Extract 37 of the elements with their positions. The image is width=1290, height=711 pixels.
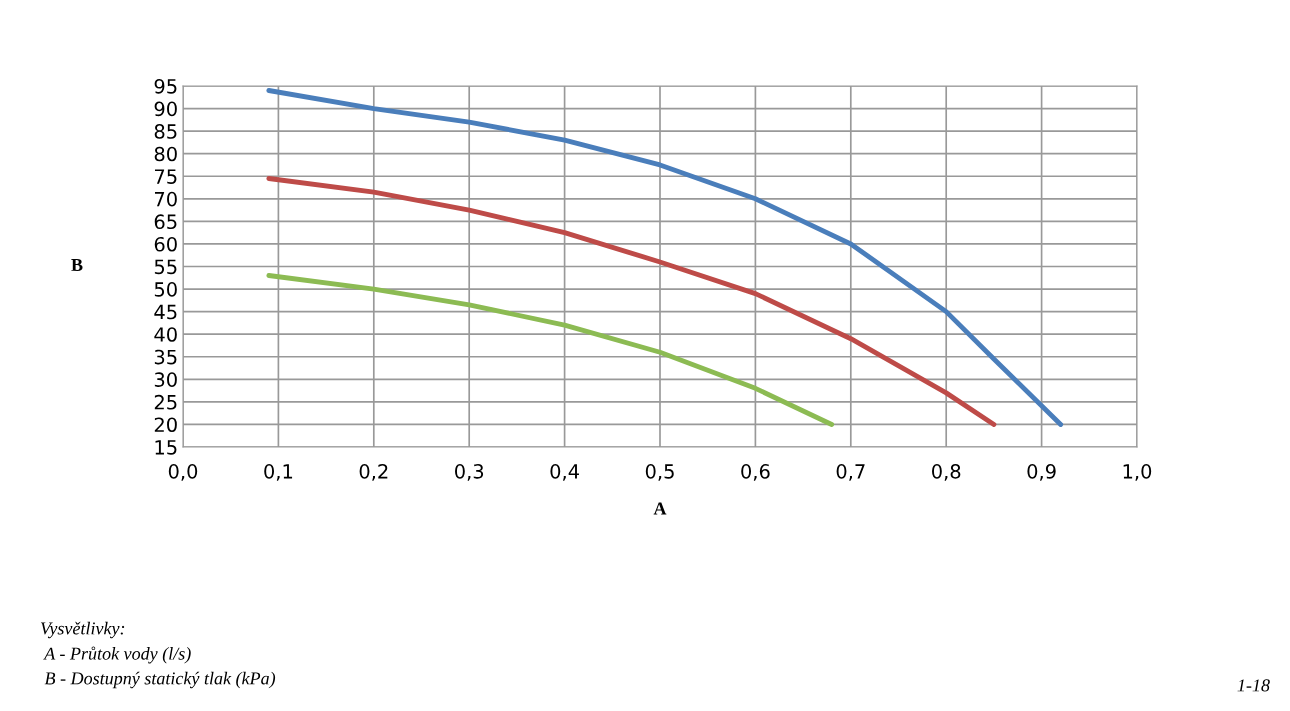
y-tick-label: 35 [154, 349, 177, 365]
y-tick-label: 20 [154, 417, 177, 433]
x-tick-label: 0,3 [455, 464, 484, 481]
line-series [266, 176, 997, 427]
x-tick-label: 0,1 [264, 464, 293, 481]
x-tick-label: 0,6 [741, 464, 770, 481]
text: Vysvětlivky: [40, 621, 125, 639]
y-tick-label: 40 [154, 327, 177, 342]
text: A - Průtok vody (l/s) [43, 646, 191, 664]
y-tick-label: 25 [154, 394, 177, 410]
y-tick-label: 15 [155, 440, 177, 455]
y-axis-title: B [71, 259, 83, 271]
x-tick-label: 0,7 [836, 464, 865, 481]
y-tick-label: 75 [154, 169, 177, 184]
x-tick-label: 0,9 [1027, 464, 1056, 481]
x-tick-label: 0,4 [550, 464, 579, 481]
x-tick-label: 1,0 [1123, 464, 1152, 481]
line-series [266, 88, 1064, 427]
text: 1-18 [1237, 679, 1270, 692]
y-tick-label: 55 [154, 259, 177, 275]
y-tick-label: 95 [154, 78, 177, 94]
y-tick-label: 50 [154, 282, 177, 297]
line-series [266, 273, 835, 427]
x-tick-label: 0,0 [168, 464, 198, 481]
y-tick-label: 70 [154, 191, 177, 207]
y-tick-label: 30 [154, 372, 177, 387]
y-tick-label: 85 [154, 124, 177, 139]
y-tick-label: 45 [154, 304, 177, 320]
y-tick-label: 80 [154, 146, 177, 162]
x-tick-label: 0,2 [359, 464, 388, 481]
text: B - Dostupný statický tlak (kPa) [44, 671, 276, 689]
y-tick-label: 65 [154, 214, 177, 230]
y-tick-label: 90 [154, 101, 177, 117]
y-tick-label: 60 [154, 236, 177, 252]
x-tick-label: 0,5 [645, 464, 674, 481]
x-axis-title: A [653, 502, 667, 515]
x-tick-label: 0,8 [932, 464, 961, 481]
